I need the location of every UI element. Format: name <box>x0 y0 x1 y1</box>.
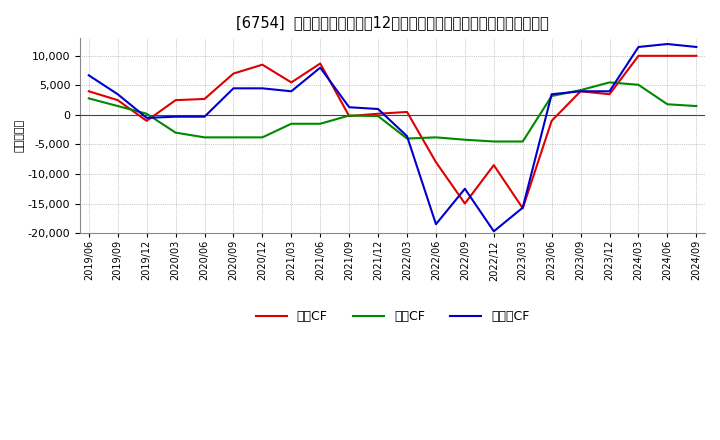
投資CF <box>692 103 701 109</box>
営業CF <box>431 160 440 165</box>
営業CF <box>258 62 266 67</box>
フリーCF <box>576 88 585 94</box>
フリーCF <box>547 92 556 97</box>
フリーCF <box>634 44 643 50</box>
営業CF <box>634 53 643 59</box>
投資CF <box>287 121 296 126</box>
フリーCF <box>374 106 382 112</box>
営業CF <box>374 111 382 116</box>
営業CF <box>692 53 701 59</box>
投資CF <box>258 135 266 140</box>
投資CF <box>518 139 527 144</box>
Title: [6754]  キャッシュフローの12か月移動合計の対前年同期増減額の推移: [6754] キャッシュフローの12か月移動合計の対前年同期増減額の推移 <box>236 15 549 30</box>
フリーCF <box>663 41 672 47</box>
投資CF <box>490 139 498 144</box>
フリーCF <box>287 88 296 94</box>
投資CF <box>345 113 354 118</box>
フリーCF <box>316 65 325 70</box>
営業CF <box>114 98 122 103</box>
営業CF <box>84 88 93 94</box>
営業CF <box>576 88 585 94</box>
営業CF <box>345 114 354 119</box>
フリーCF <box>84 73 93 78</box>
投資CF <box>663 102 672 107</box>
Line: フリーCF: フリーCF <box>89 44 696 231</box>
営業CF <box>143 118 151 124</box>
フリーCF <box>402 134 411 139</box>
Line: 営業CF: 営業CF <box>89 56 696 208</box>
フリーCF <box>490 229 498 234</box>
Legend: 営業CF, 投資CF, フリーCF: 営業CF, 投資CF, フリーCF <box>251 305 534 328</box>
投資CF <box>606 80 614 85</box>
投資CF <box>143 111 151 116</box>
フリーCF <box>461 186 469 191</box>
投資CF <box>171 130 180 135</box>
Line: 投資CF: 投資CF <box>89 82 696 142</box>
投資CF <box>229 135 238 140</box>
営業CF <box>171 98 180 103</box>
営業CF <box>287 80 296 85</box>
投資CF <box>547 93 556 99</box>
フリーCF <box>114 92 122 97</box>
Y-axis label: （百万円）: （百万円） <box>15 119 25 152</box>
投資CF <box>114 103 122 109</box>
投資CF <box>316 121 325 126</box>
フリーCF <box>258 86 266 91</box>
フリーCF <box>692 44 701 50</box>
投資CF <box>402 136 411 141</box>
営業CF <box>402 109 411 114</box>
フリーCF <box>431 222 440 227</box>
営業CF <box>518 205 527 211</box>
フリーCF <box>518 205 527 210</box>
投資CF <box>431 135 440 140</box>
投資CF <box>84 96 93 101</box>
投資CF <box>461 137 469 143</box>
営業CF <box>663 53 672 59</box>
営業CF <box>461 201 469 206</box>
投資CF <box>200 135 209 140</box>
営業CF <box>547 118 556 124</box>
営業CF <box>606 92 614 97</box>
営業CF <box>200 96 209 102</box>
フリーCF <box>200 114 209 119</box>
フリーCF <box>171 114 180 119</box>
営業CF <box>490 162 498 168</box>
フリーCF <box>143 115 151 121</box>
フリーCF <box>606 88 614 94</box>
営業CF <box>229 71 238 76</box>
投資CF <box>374 114 382 119</box>
投資CF <box>576 88 585 93</box>
フリーCF <box>229 86 238 91</box>
営業CF <box>316 61 325 66</box>
投資CF <box>634 82 643 88</box>
フリーCF <box>345 105 354 110</box>
